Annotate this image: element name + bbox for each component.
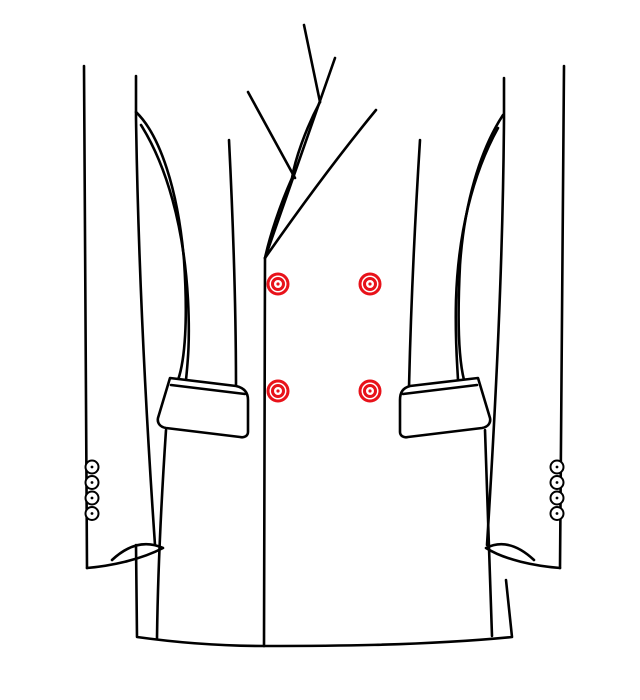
- front-button-r1-c2: [360, 274, 380, 294]
- left-pocket-flap: [158, 378, 248, 437]
- left-cuff-button-2: [86, 476, 99, 489]
- left-cuff-button-3: [86, 492, 99, 505]
- right-cuff-button-1: [551, 461, 564, 474]
- left-side-seams: [136, 112, 236, 638]
- front-button-r1-c1: [268, 274, 288, 294]
- jacket-hem: [136, 545, 512, 646]
- front-button-r2-c1: [268, 381, 288, 401]
- right-cuff-button-3: [551, 492, 564, 505]
- left-cuff-button-1: [86, 461, 99, 474]
- collar-and-lapels: [248, 25, 376, 646]
- front-button-r2-c2: [360, 381, 380, 401]
- right-cuff-button-2: [551, 476, 564, 489]
- right-pocket-flap: [400, 378, 490, 437]
- right-side-seams: [409, 115, 503, 636]
- right-cuff-button-4: [551, 507, 564, 520]
- front-buttons: [268, 274, 380, 401]
- left-cuff-button-4: [86, 507, 99, 520]
